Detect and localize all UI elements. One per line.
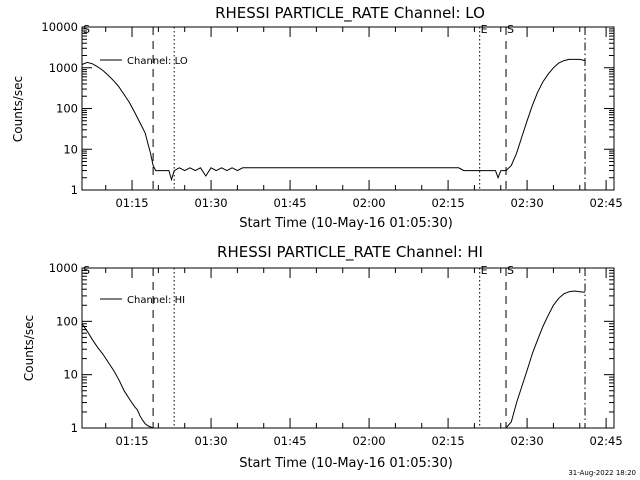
legend-label: Channel: LO	[127, 56, 188, 67]
y-tick-label: 1	[71, 421, 78, 435]
marker-label: S	[507, 23, 514, 36]
y-axis-label-lo: Counts/sec	[11, 76, 25, 142]
y-tick-label: 1	[71, 183, 78, 197]
y-axis-label-hi: Counts/sec	[22, 315, 36, 381]
panel-hi: RHESSI PARTICLE_RATE Channel: HI Counts/…	[22, 243, 623, 471]
marker-label: S	[83, 23, 90, 36]
x-tick-label: 01:45	[273, 434, 306, 448]
y-tick-label: 100	[56, 102, 78, 116]
y-tick-label: 1000	[49, 261, 78, 275]
plot-frame-hi	[81, 267, 615, 429]
x-axis-label-hi: Start Time (10-May-16 01:05:30)	[239, 456, 453, 471]
x-tick-label: 02:45	[590, 196, 623, 210]
x-tick-label: 02:30	[511, 196, 544, 210]
series-line-hi-1	[81, 323, 154, 429]
x-tick-label: 02:15	[432, 434, 465, 448]
marker-label: E	[481, 23, 488, 36]
series-line-lo	[81, 58, 586, 182]
y-tick-label: 10	[63, 142, 78, 156]
panel-lo: RHESSI PARTICLE_RATE Channel: LO Counts/…	[11, 4, 623, 231]
x-tick-label: 01:15	[115, 196, 148, 210]
marker-label: S	[83, 264, 90, 277]
x-tick-label: 02:45	[590, 434, 623, 448]
x-tick-label: 01:30	[194, 434, 227, 448]
marker-label: S	[507, 264, 514, 277]
y-tick-label: 10000	[41, 20, 78, 34]
x-tick-label: 02:30	[511, 434, 544, 448]
y-tick-label: 1000	[49, 61, 78, 75]
y-tick-label: 10	[63, 368, 78, 382]
series-line-hi-2	[505, 290, 586, 429]
x-tick-label: 01:30	[194, 196, 227, 210]
x-tick-label: 01:15	[115, 434, 148, 448]
y-tick-label: 100	[56, 314, 78, 328]
chart-title-hi: RHESSI PARTICLE_RATE Channel: HI	[217, 243, 483, 262]
legend-label: Channel: HI	[127, 295, 185, 306]
footer-timestamp: 31-Aug-2022 18:20	[568, 469, 636, 477]
plot-frame-lo	[81, 26, 615, 191]
x-tick-label: 01:45	[273, 196, 306, 210]
marker-label: E	[481, 264, 488, 277]
x-tick-label: 02:15	[432, 196, 465, 210]
x-tick-label: 02:00	[352, 196, 385, 210]
x-axis-label-lo: Start Time (10-May-16 01:05:30)	[239, 216, 453, 231]
x-tick-label: 02:00	[352, 434, 385, 448]
chart-title-lo: RHESSI PARTICLE_RATE Channel: LO	[215, 4, 485, 23]
